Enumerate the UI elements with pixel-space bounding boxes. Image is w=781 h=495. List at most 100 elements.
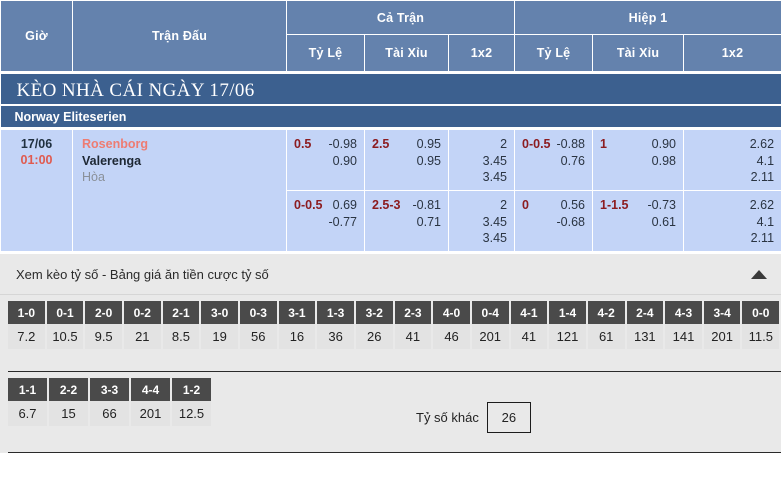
odd-value[interactable]: 0.56	[560, 198, 586, 212]
odd-value[interactable]: 3.45	[482, 153, 508, 168]
odd-value[interactable]: 3.45	[482, 170, 508, 184]
full-overunder-cell-row2[interactable]: 2.5-3 -0.81 0.71	[364, 190, 449, 252]
odd-value[interactable]: -0.77	[328, 214, 358, 229]
score-label[interactable]: 0-1	[46, 301, 86, 324]
odd-value[interactable]: -0.88	[556, 137, 586, 151]
score-odd[interactable]: 21	[123, 324, 163, 349]
score-label[interactable]: 0-4	[471, 301, 511, 324]
score-column[interactable]: 4-0 46	[433, 301, 472, 349]
full-1x2-cell-row1[interactable]: 2 3.45 3.45	[447, 129, 516, 191]
score-label[interactable]: 3-0	[201, 301, 240, 324]
full-1x2-cell-row2[interactable]: 2 3.45 3.45	[447, 190, 516, 252]
score-odd[interactable]: 8.5	[162, 324, 202, 349]
score-label[interactable]: 4-0	[433, 301, 472, 324]
half-handicap-cell-row2[interactable]: 0 0.56 -0.68	[514, 190, 594, 252]
score-column[interactable]: 2-2 15	[49, 378, 90, 426]
odd-value[interactable]: 0.98	[651, 153, 677, 168]
score-column[interactable]: 1-3 36	[317, 301, 356, 349]
score-column[interactable]: 2-1 8.5	[162, 301, 202, 349]
away-team[interactable]: Valerenga	[82, 153, 142, 168]
score-odd[interactable]: 10.5	[46, 324, 86, 349]
score-odd[interactable]: 12.5	[172, 401, 213, 426]
score-odd[interactable]: 9.5	[85, 324, 124, 349]
half-handicap-cell-row1[interactable]: 0-0.5 -0.88 0.76	[514, 129, 594, 191]
score-label[interactable]: 1-3	[317, 301, 356, 324]
score-odd[interactable]: 19	[201, 324, 240, 349]
odd-value[interactable]: 4.1	[756, 153, 775, 168]
score-column[interactable]: 2-4 131	[626, 301, 666, 349]
score-odd[interactable]: 7.2	[8, 324, 47, 349]
score-label[interactable]: 4-4	[131, 378, 172, 401]
score-odd[interactable]: 131	[626, 324, 666, 349]
league-name[interactable]: Norway Eliteserien	[0, 106, 781, 129]
odd-value[interactable]: 2	[500, 198, 508, 212]
odd-value[interactable]: -0.98	[328, 137, 358, 151]
score-column[interactable]: 3-2 26	[355, 301, 395, 349]
score-odd[interactable]: 201	[703, 324, 743, 349]
odd-value[interactable]: 2.11	[750, 231, 775, 245]
odd-value[interactable]: -0.68	[556, 214, 586, 229]
score-label[interactable]: 2-1	[162, 301, 202, 324]
score-label[interactable]: 4-3	[665, 301, 704, 324]
score-column[interactable]: 3-0 19	[201, 301, 240, 349]
score-label[interactable]: 2-3	[394, 301, 434, 324]
odd-value[interactable]: 2.62	[749, 137, 775, 151]
score-label[interactable]: 3-3	[90, 378, 131, 401]
score-column[interactable]: 0-0 11.5	[742, 301, 781, 349]
odd-value[interactable]: 2	[500, 137, 508, 151]
score-column[interactable]: 4-4 201	[131, 378, 172, 426]
odd-value[interactable]: -0.81	[412, 198, 442, 212]
score-column[interactable]: 3-4 201	[703, 301, 743, 349]
score-column[interactable]: 4-1 41	[510, 301, 550, 349]
score-column[interactable]: 0-4 201	[471, 301, 511, 349]
score-label[interactable]: 2-4	[626, 301, 666, 324]
score-odd[interactable]: 61	[587, 324, 627, 349]
score-label[interactable]: 4-1	[510, 301, 550, 324]
odd-value[interactable]: 4.1	[756, 214, 775, 229]
other-score-value[interactable]: 26	[486, 402, 531, 433]
score-odd[interactable]: 121	[549, 324, 588, 349]
score-column[interactable]: 4-3 141	[665, 301, 704, 349]
score-column[interactable]: 1-0 7.2	[8, 301, 47, 349]
score-odd[interactable]: 201	[131, 401, 172, 426]
score-odd[interactable]: 11.5	[742, 324, 781, 349]
odd-value[interactable]: 0.69	[332, 198, 357, 212]
odd-value[interactable]: 2.11	[750, 170, 775, 184]
score-label[interactable]: 1-1	[8, 378, 49, 401]
score-column[interactable]: 2-0 9.5	[85, 301, 124, 349]
score-label[interactable]: 2-2	[49, 378, 90, 401]
score-odd[interactable]: 46	[433, 324, 472, 349]
score-column[interactable]: 2-3 41	[394, 301, 434, 349]
score-odd[interactable]: 26	[355, 324, 395, 349]
score-column[interactable]: 3-3 66	[90, 378, 131, 426]
half-overunder-cell-row2[interactable]: 1-1.5 -0.73 0.61	[592, 190, 685, 252]
score-label[interactable]: 1-4	[549, 301, 588, 324]
score-odd[interactable]: 16	[278, 324, 318, 349]
score-column[interactable]: 1-4 121	[549, 301, 588, 349]
score-column[interactable]: 4-2 61	[587, 301, 627, 349]
odd-value[interactable]: 0.95	[416, 137, 441, 151]
score-label[interactable]: 2-0	[85, 301, 124, 324]
odd-value[interactable]: -0.73	[647, 198, 677, 212]
score-odd[interactable]: 56	[239, 324, 279, 349]
score-column[interactable]: 1-1 6.7	[8, 378, 49, 426]
odd-value[interactable]: 3.45	[482, 231, 508, 245]
score-label[interactable]: 4-2	[587, 301, 627, 324]
score-label[interactable]: 0-2	[123, 301, 163, 324]
odd-value[interactable]: 0.95	[416, 153, 441, 168]
score-odd[interactable]: 141	[665, 324, 704, 349]
score-label[interactable]: 0-0	[742, 301, 781, 324]
full-handicap-cell-row1[interactable]: 0.5 -0.98 0.90	[286, 129, 365, 191]
score-column[interactable]: 1-2 12.5	[172, 378, 213, 426]
score-label[interactable]: 3-2	[355, 301, 395, 324]
half-1x2-cell-row1[interactable]: 2.62 4.1 2.11	[683, 129, 781, 191]
score-column[interactable]: 3-1 16	[278, 301, 318, 349]
odd-value[interactable]: 2.62	[749, 198, 775, 212]
half-overunder-cell-row1[interactable]: 1 0.90 0.98	[592, 129, 685, 191]
score-odd[interactable]: 201	[471, 324, 511, 349]
score-odd[interactable]: 41	[510, 324, 550, 349]
score-odd[interactable]: 66	[90, 401, 131, 426]
odd-value[interactable]: 0.71	[416, 214, 441, 229]
half-1x2-cell-row2[interactable]: 2.62 4.1 2.11	[683, 190, 781, 252]
score-column[interactable]: 0-2 21	[123, 301, 163, 349]
